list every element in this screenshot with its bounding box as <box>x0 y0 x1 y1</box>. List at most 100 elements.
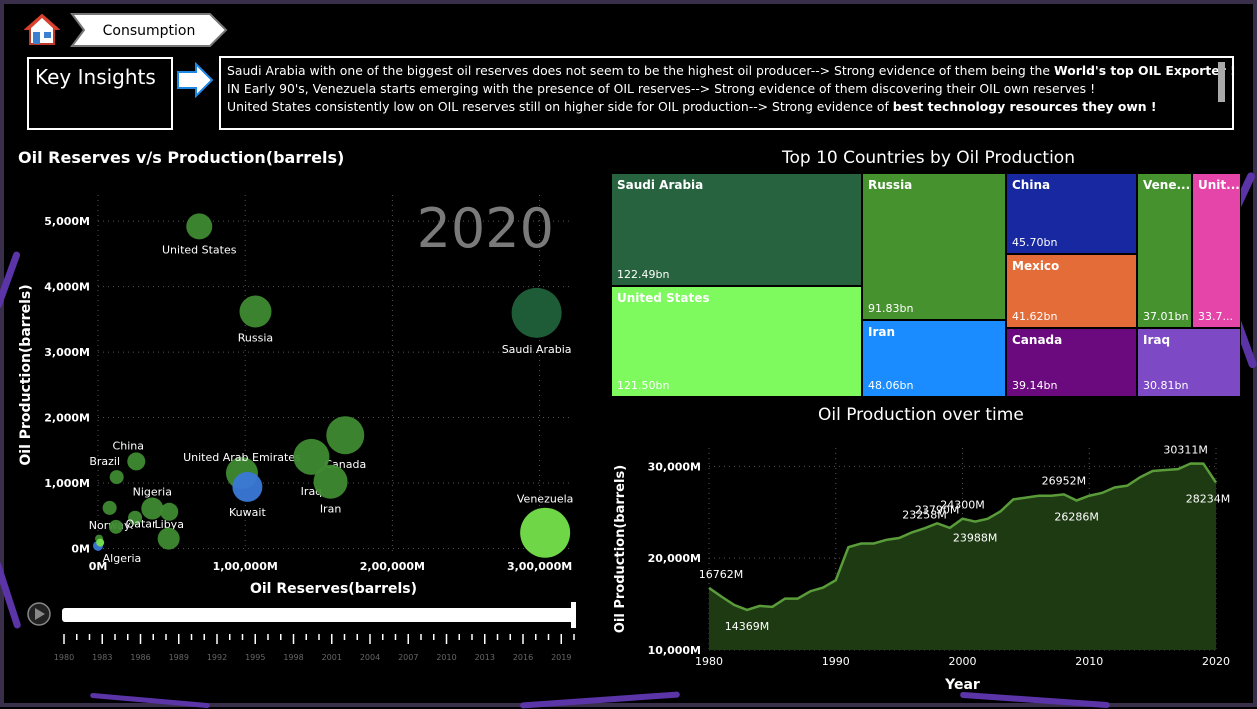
scatter-point <box>186 213 213 240</box>
x-tick-label: 2010 <box>1075 655 1103 668</box>
home-icon <box>23 13 61 45</box>
data-label: 23988M <box>953 532 997 545</box>
treemap-tile[interactable]: Unit... 33.7... <box>1192 173 1241 328</box>
y-axis-label: Oil Production(barrels) <box>613 465 628 633</box>
area-chart: 10,000M 20,000M 30,000M 1980 1990 2000 2010 202… <box>613 444 1230 693</box>
point-label: Nigeria <box>133 486 172 499</box>
treemap-tile[interactable]: China 45.70bn <box>1006 173 1137 254</box>
timeline-year-label: 1989 <box>169 653 189 662</box>
scatter-point <box>520 507 571 558</box>
y-tick-label: 20,000M <box>648 552 701 565</box>
timeline-year-label: 2013 <box>475 653 495 662</box>
point-label: China <box>113 439 144 452</box>
scatter-point <box>109 470 124 485</box>
scatter-point <box>127 452 146 471</box>
scatter-point <box>141 497 164 520</box>
data-label: 14369M <box>725 620 769 633</box>
point-label: Qatar <box>126 518 157 531</box>
insights-text: Saudi Arabia with one of the biggest oil… <box>219 56 1236 130</box>
y-tick-label: 3,000M <box>44 346 90 359</box>
data-label: 24300M <box>940 499 984 512</box>
timeline-year-label: 2004 <box>360 653 380 662</box>
y-tick-label: 30,000M <box>648 460 701 473</box>
tile-name: Saudi Arabia <box>617 178 704 192</box>
year-play-axis[interactable]: 1980 1983 1986 1989 1992 1995 1998 2001 2004 2007… <box>24 598 584 668</box>
scatter-chart: 0M 1,000M 2,000M 3,000M 4,000M 5,000M 0M 1,00,0… <box>18 195 574 597</box>
tile-name: Iran <box>868 325 896 339</box>
timeline-year-label: 1980 <box>54 653 74 662</box>
timeline-year-label: 2010 <box>436 653 456 662</box>
point-label: Russia <box>238 332 273 345</box>
timeline-handle <box>571 602 576 628</box>
treemap-tile[interactable]: United States 121.50bn <box>611 286 862 397</box>
y-tick-label: 4,000M <box>44 281 90 294</box>
treemap-tile[interactable]: Saudi Arabia 122.49bn <box>611 173 862 286</box>
data-label: 16762M <box>699 568 743 581</box>
scatter-point <box>326 416 365 455</box>
x-tick-label: 1,00,000M <box>213 560 278 573</box>
treemap-tile[interactable]: Russia 91.83bn <box>862 173 1006 320</box>
y-tick-label: 2,000M <box>44 412 90 425</box>
point-label: Venezuela <box>517 493 574 506</box>
key-insights-box: Key Insights <box>27 57 173 130</box>
data-label: 26286M <box>1054 510 1098 523</box>
tab-consumption[interactable]: Consumption <box>70 12 228 48</box>
year-watermark: 2020 <box>417 197 554 260</box>
point-label: Libya <box>155 518 184 531</box>
timeline-year-label: 1983 <box>92 653 112 662</box>
treemap-title: Top 10 Countries by Oil Production <box>782 148 1075 168</box>
point-label: Brazil <box>89 455 120 468</box>
point-label: Iran <box>320 503 342 516</box>
x-axis-label: Year <box>944 677 980 693</box>
scatter-point <box>293 438 330 475</box>
point-label: United Arab Emirates <box>183 451 301 464</box>
scatter-point <box>239 295 272 328</box>
tile-name: Vene... <box>1143 178 1190 192</box>
y-tick-label: 5,000M <box>44 215 90 228</box>
treemap-tile[interactable]: Vene... 37.01bn <box>1137 173 1192 328</box>
point-label: United States <box>162 243 237 256</box>
data-label: 30311M <box>1163 444 1207 457</box>
tile-value: 48.06bn <box>868 379 914 392</box>
treemap-tile[interactable]: Canada 39.14bn <box>1006 328 1137 397</box>
tile-value: 33.7... <box>1198 310 1233 323</box>
key-insights-heading: Key Insights <box>35 65 156 89</box>
timeline-year-label: 1992 <box>207 653 227 662</box>
tile-value: 30.81bn <box>1143 379 1189 392</box>
x-tick-label: 0M <box>89 560 108 573</box>
scatter-point <box>313 464 348 499</box>
scatter-point <box>108 519 123 534</box>
home-button[interactable] <box>23 12 61 46</box>
play-icon <box>35 608 45 620</box>
y-tick-label: 1,000M <box>44 477 90 490</box>
treemap-chart: Saudi Arabia 122.49bn United States 121.50b… <box>611 173 1241 397</box>
treemap-tile[interactable]: Iran 48.06bn <box>862 320 1006 397</box>
tile-value: 121.50bn <box>617 379 670 392</box>
timeline-track <box>62 608 574 622</box>
timeline-year-label: 2001 <box>322 653 342 662</box>
arrow-right-icon <box>177 61 214 99</box>
x-tick-label: 1990 <box>822 655 850 668</box>
treemap-tile[interactable]: Mexico 41.62bn <box>1006 254 1137 328</box>
timeline-year-label: 1998 <box>283 653 303 662</box>
scatter-point <box>96 538 105 547</box>
data-label: 23790M <box>915 503 959 516</box>
scatter-title: Oil Reserves v/s Production(barrels) <box>18 148 345 167</box>
area-title: Oil Production over time <box>818 405 1024 425</box>
x-tick-label: 1980 <box>695 655 723 668</box>
point-label: Saudi Arabia <box>502 343 572 356</box>
timeline-year-label: 2007 <box>398 653 418 662</box>
tile-value: 122.49bn <box>617 268 670 281</box>
y-tick-label: 10,000M <box>648 644 701 657</box>
area-line <box>708 462 1218 612</box>
tile-value: 39.14bn <box>1012 379 1058 392</box>
data-label: 23258M <box>902 508 946 521</box>
insights-scrollbar[interactable] <box>1218 62 1225 102</box>
y-axis-label: Oil Production(barrels) <box>18 284 34 465</box>
x-axis-label: Oil Reserves(barrels) <box>250 581 417 597</box>
data-label: 26952M <box>1042 474 1086 487</box>
insight-line: United States consistently low on OIL re… <box>227 99 1157 114</box>
scatter-point <box>160 502 179 521</box>
treemap-tile[interactable]: Iraq 30.81bn <box>1137 328 1241 397</box>
